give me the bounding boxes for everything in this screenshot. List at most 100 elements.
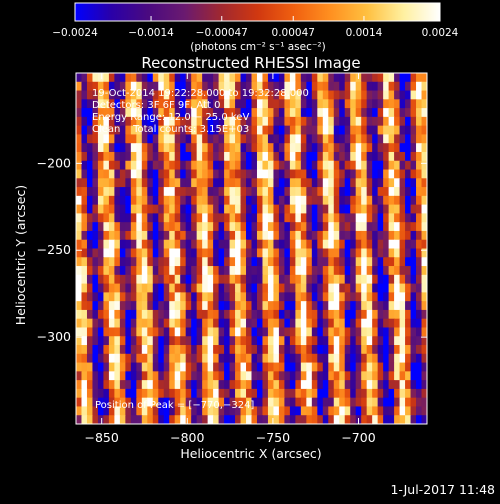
- heatmap-cell: [273, 90, 280, 100]
- heatmap-cell: [180, 222, 187, 232]
- heatmap-cell: [278, 274, 285, 285]
- heatmap-cell: [97, 397, 105, 408]
- heatmap-cell: [383, 73, 390, 83]
- heatmap-cell: [322, 283, 329, 293]
- heatmap-cell: [103, 406, 110, 416]
- heatmap-cell: [317, 160, 324, 171]
- heatmap-cell: [322, 327, 329, 337]
- heatmap-cell: [152, 283, 159, 293]
- heatmap-cell: [114, 230, 121, 241]
- heatmap-cell: [163, 318, 170, 329]
- heatmap-cell: [306, 406, 313, 416]
- heatmap-cell: [383, 336, 390, 346]
- heatmap-cell: [361, 397, 368, 408]
- heatmap-cell: [141, 318, 148, 329]
- heatmap-cell: [300, 248, 307, 258]
- heatmap-cell: [163, 151, 170, 162]
- heatmap-cell: [86, 257, 94, 267]
- heatmap-cell: [322, 90, 329, 100]
- heatmap-cell: [246, 90, 253, 100]
- heatmap-cell: [240, 292, 247, 302]
- heatmap-cell: [76, 248, 83, 258]
- heatmap-cell: [235, 248, 242, 258]
- heatmap-cell: [213, 266, 220, 276]
- heatmap-cell: [317, 362, 324, 372]
- heatmap-cell: [108, 90, 115, 100]
- heatmap-cell: [289, 239, 296, 250]
- heatmap-cell: [246, 195, 253, 206]
- heatmap-cell: [394, 318, 401, 329]
- heatmap-cell: [76, 397, 83, 408]
- heatmap-cell: [158, 99, 165, 109]
- heatmap-cell: [295, 406, 302, 416]
- heatmap-cell: [399, 406, 406, 416]
- heatmap-cell: [76, 266, 83, 276]
- heatmap-cell: [344, 345, 351, 355]
- heatmap-cell: [125, 143, 132, 153]
- heatmap-cell: [169, 239, 176, 250]
- heatmap-cell: [86, 90, 94, 100]
- heatmap-cell: [416, 195, 423, 206]
- heatmap-cell: [97, 204, 105, 215]
- heatmap-cell: [350, 345, 357, 355]
- heatmap-cell: [246, 283, 253, 293]
- heatmap-cell: [256, 178, 264, 188]
- heatmap-cell: [114, 178, 121, 188]
- heatmap-cell: [322, 248, 329, 258]
- heatmap-cell: [103, 239, 110, 250]
- heatmap-cell: [306, 397, 313, 408]
- heatmap-cell: [191, 143, 198, 153]
- heatmap-cell: [383, 187, 390, 197]
- heatmap-cell: [103, 248, 110, 258]
- heatmap-cell: [136, 257, 143, 267]
- heatmap-cell: [218, 283, 225, 293]
- heatmap-cell: [372, 292, 379, 302]
- heatmap-cell: [251, 204, 258, 215]
- heatmap-cell: [322, 292, 329, 302]
- heatmap-cell: [256, 388, 264, 399]
- heatmap-cell: [191, 178, 198, 188]
- heatmap-cell: [366, 81, 373, 92]
- heatmap-cell: [202, 230, 209, 241]
- heatmap-cell: [136, 397, 143, 408]
- heatmap-cell: [361, 230, 368, 241]
- heatmap-cell: [169, 134, 176, 144]
- heatmap-cell: [267, 187, 275, 197]
- heatmap-cell: [97, 266, 105, 276]
- heatmap-cell: [213, 318, 220, 329]
- heatmap-cell: [185, 178, 192, 188]
- heatmap-cell: [284, 380, 291, 390]
- heatmap-cell: [174, 195, 181, 206]
- heatmap-cell: [344, 318, 351, 329]
- heatmap-cell: [202, 151, 209, 162]
- heatmap-cell: [377, 257, 384, 267]
- heatmap-cell: [311, 266, 318, 276]
- heatmap-cell: [185, 213, 192, 223]
- heatmap-cell: [377, 266, 384, 276]
- heatmap-cell: [130, 213, 137, 223]
- heatmap-cell: [306, 134, 313, 144]
- heatmap-cell: [246, 108, 253, 118]
- heatmap-cell: [174, 108, 181, 118]
- heatmap-cell: [103, 327, 110, 337]
- heatmap-cell: [256, 169, 264, 179]
- heatmap-cell: [185, 362, 192, 372]
- heatmap-cell: [256, 371, 264, 381]
- heatmap-cell: [394, 125, 401, 136]
- heatmap-cell: [229, 415, 236, 424]
- heatmap-cell: [388, 318, 395, 329]
- heatmap-cell: [169, 73, 176, 83]
- heatmap-cell: [174, 230, 181, 241]
- heatmap-cell: [284, 81, 291, 92]
- heatmap-cell: [81, 143, 88, 153]
- heatmap-cell: [207, 292, 214, 302]
- heatmap-cell: [207, 336, 214, 346]
- heatmap-cell: [256, 134, 264, 144]
- heatmap-cell: [416, 388, 423, 399]
- heatmap-cell: [180, 213, 187, 223]
- y-axis-ticks: −200−250−300: [37, 155, 427, 344]
- heatmap-cell: [213, 195, 220, 206]
- annotation-clean-counts: Clean Total counts: 3.15E+03: [92, 124, 249, 135]
- heatmap-cell: [191, 73, 198, 83]
- heatmap-cell: [311, 204, 318, 215]
